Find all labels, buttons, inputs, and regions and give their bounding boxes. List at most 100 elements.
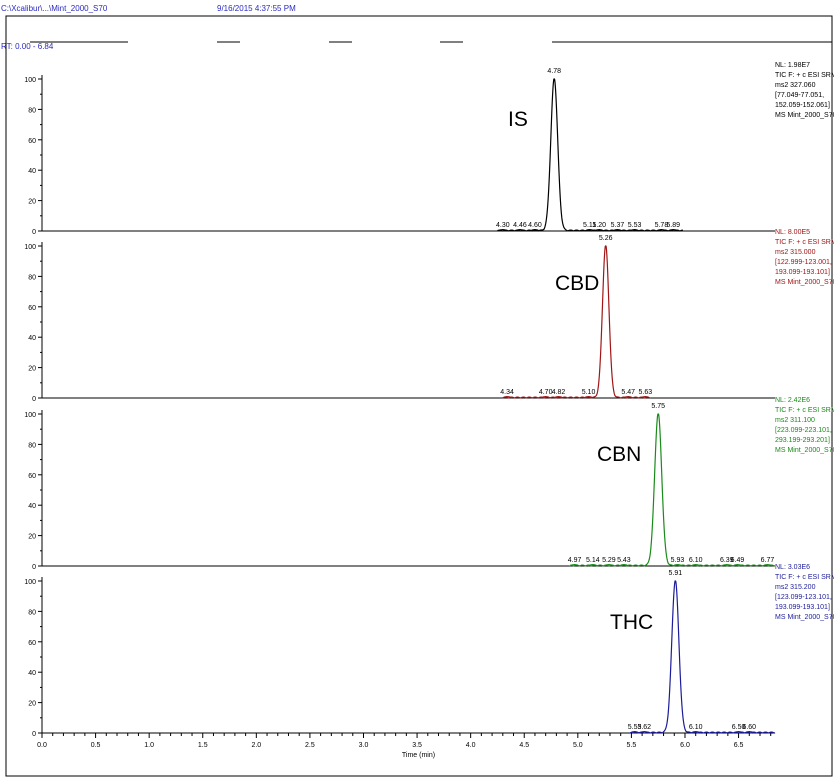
trace-info-line: ms2 315.000 [775, 249, 816, 256]
peak-label: 5.26 [599, 235, 613, 242]
noise-peak-label: 4.34 [500, 389, 514, 396]
x-tick-label: 6.5 [734, 742, 744, 749]
trace-info-line: [123.099-123.101, [775, 594, 832, 601]
trace-info-line: NL: 2.42E6 [775, 397, 810, 404]
peak-label: 5.91 [669, 570, 683, 577]
noise-peak-label: 5.53 [628, 724, 642, 731]
x-tick-label: 3.0 [359, 742, 369, 749]
y-tick-label: 100 [24, 244, 36, 251]
x-tick-label: 4.0 [466, 742, 476, 749]
noise-peak-label: 6.60 [742, 724, 756, 731]
trace-info-line: MS Mint_2000_S70 [775, 112, 834, 119]
noise-peak-label: 5.29 [602, 557, 616, 564]
panel-thc: 0 20 40 60 80 100 5.91 5.535.62 6.10 6.506.60 NL: … [24, 564, 834, 738]
noise-peak-label: 4.46 [513, 222, 527, 229]
trace-info-line: TIC F: + c ESI SRM [775, 407, 834, 414]
noise-peak-label: 5.11 [583, 222, 596, 229]
trace-info-line: TIC F: + c ESI SRM [775, 574, 834, 581]
noise-peak [656, 229, 667, 232]
noise-peak-label: 6.77 [761, 557, 775, 564]
noise-peak-label: 5.63 [639, 389, 653, 396]
noise-peak [497, 229, 509, 232]
panel-name-thc: THC [610, 611, 654, 634]
noise-peak-label: 5.62 [637, 724, 651, 731]
noise-peak [501, 396, 513, 399]
trace-info-line: NL: 3.03E6 [775, 564, 810, 571]
trace-info-line: [122.999-123.001, [775, 259, 832, 266]
noise-peak [529, 229, 541, 232]
noise-peak [690, 731, 701, 734]
panel-name-cbn: CBN [597, 443, 642, 466]
noise-peak-label: 6.39 [720, 557, 734, 564]
noise-peak-label: 5.78 [655, 222, 669, 229]
trace-info-line: ms2 327.060 [775, 82, 816, 89]
x-tick-label: 2.5 [305, 742, 315, 749]
y-tick-label: 40 [28, 335, 36, 342]
noise-peak-label: 4.30 [496, 222, 510, 229]
trace-info-line: 152.059-152.061] [775, 102, 830, 109]
y-tick-label: 20 [28, 366, 36, 373]
y-tick-label: 40 [28, 168, 36, 175]
noise-peak-label: 4.97 [568, 557, 582, 564]
y-tick-label: 60 [28, 305, 36, 312]
noise-peak [640, 396, 651, 399]
noise-peak-label: 5.43 [617, 557, 631, 564]
chromatogram-panels: 0 20 40 60 80 100 4.78 4.30 4.46 4.60 5.115.20 5.37… [24, 62, 834, 738]
noise-peak [569, 564, 580, 567]
y-tick-label: 60 [28, 138, 36, 145]
x-tick-label: 1.5 [198, 742, 208, 749]
trace-is [497, 78, 683, 232]
x-tick-label: 0.5 [91, 742, 101, 749]
y-tick-label: 100 [24, 412, 36, 419]
x-tick-label: 0.0 [37, 742, 47, 749]
x-tick-label: 5.5 [627, 742, 637, 749]
y-tick-label: 60 [28, 640, 36, 647]
noise-peak [629, 731, 640, 734]
noise-peak [672, 564, 683, 567]
noise-peak-label: 5.93 [671, 557, 685, 564]
y-tick-label: 100 [24, 579, 36, 586]
noise-peak [629, 229, 640, 232]
noise-peak [733, 731, 744, 734]
x-axis-label: Time (min) [402, 752, 435, 759]
time-axis: 0.0 0.5 1.0 1.5 2.0 2.5 3.0 3.5 4.0 4.5 5.0 5.5 6.0 6… [37, 733, 772, 759]
noise-peak-label: 5.10 [582, 389, 596, 396]
noise-peak [732, 564, 743, 567]
noise-peak-label: 5.14 [586, 557, 600, 564]
panel-cbn: 0 20 40 60 80 100 5.75 4.97 5.14 5.29 5.43 5.93 6.10… [24, 397, 834, 571]
noise-peak-label: 5.89 [666, 222, 680, 229]
noise-peak [593, 229, 605, 232]
noise-peak-label: 5.20 [592, 222, 606, 229]
noise-peak-label: 4.70 [539, 389, 553, 396]
noise-peak-label: 6.50 [732, 724, 746, 731]
y-tick-label: 20 [28, 199, 36, 206]
y-tick-label: 20 [28, 534, 36, 541]
x-tick-label: 1.0 [144, 742, 154, 749]
x-tick-label: 4.5 [519, 742, 529, 749]
trace-info-line: MS Mint_2000_S70 [775, 447, 834, 454]
noise-peak-label: 4.82 [552, 389, 566, 396]
trace-info-line: TIC F: + c ESI SRM [775, 239, 834, 246]
trace-info-line: MS Mint_2000_S70 [775, 279, 834, 286]
trace-info-line: [77.049-77.051, [775, 92, 824, 99]
y-tick-label: 60 [28, 473, 36, 480]
y-tick-label: 20 [28, 701, 36, 708]
y-tick-label: 40 [28, 503, 36, 510]
peak-label: 4.78 [547, 68, 561, 75]
panel-cbd: 0 20 40 60 80 100 5.26 4.34 4.70 4.82 5.10 5.47 5.63… [24, 229, 834, 403]
noise-peak-label: 5.37 [611, 222, 625, 229]
y-tick-label: 0 [32, 396, 36, 403]
trace-cbd [502, 245, 649, 399]
noise-peak [603, 564, 615, 567]
noise-peak [587, 564, 599, 567]
rt-range-label: RT: 0.00 - 6.84 [1, 42, 54, 51]
trace-cbn [570, 413, 776, 567]
noise-peak [612, 229, 623, 232]
noise-peak-label: 6.10 [689, 557, 703, 564]
noise-peak-label: 4.60 [528, 222, 542, 229]
noise-peak [667, 229, 679, 232]
y-tick-label: 0 [32, 229, 36, 236]
noise-peak [762, 564, 773, 567]
